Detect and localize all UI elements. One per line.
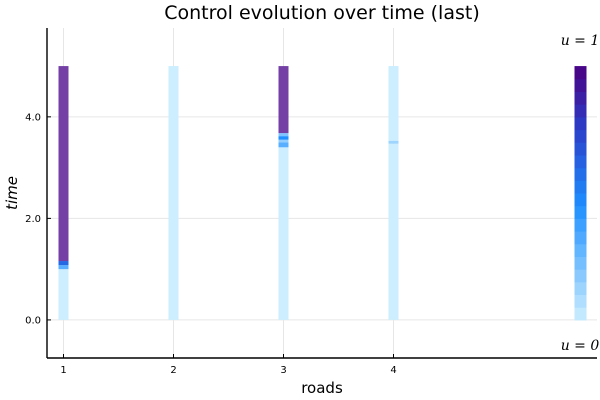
colorbar-band <box>574 167 587 181</box>
road-2-control-segment <box>168 66 179 320</box>
colorbar-band <box>574 231 587 245</box>
colorbar-band <box>574 256 587 270</box>
colorbar-band <box>574 154 587 169</box>
road-1-control-segment <box>58 269 69 320</box>
colorbar-band <box>574 243 587 257</box>
colorbar-band <box>574 307 587 321</box>
colorbar-layer <box>574 66 587 321</box>
colorbar-label-top: u = 1 <box>561 33 600 49</box>
colorbar-band <box>574 281 587 296</box>
road-3-control-segment <box>278 142 289 148</box>
colorbar-band <box>574 129 587 143</box>
road-3-control-segment <box>278 147 289 320</box>
road-4-control-segment <box>388 66 399 141</box>
ticks-layer: 1 2 3 4 0.0 2.0 4.0 <box>25 112 397 376</box>
colorbar-band <box>574 180 587 194</box>
colorbar-band <box>574 294 587 308</box>
colorbar-label-bottom: u = 0 <box>561 338 600 354</box>
grid-layer <box>47 28 597 358</box>
y-tick-label: 4.0 <box>25 112 41 123</box>
road-1-control-segment <box>58 265 69 270</box>
road-3-control-segment <box>278 66 289 134</box>
colorbar-band <box>574 218 587 232</box>
axes-layer <box>46 28 597 359</box>
colorbar-band <box>574 269 587 283</box>
road-1-control-segment <box>58 66 69 262</box>
colorbar-band <box>574 205 587 219</box>
colorbar-band <box>574 104 587 118</box>
road-1-control-segment <box>58 261 69 266</box>
chart-title: Control evolution over time (last) <box>164 2 480 24</box>
colorbar-band <box>574 78 587 92</box>
x-tick-label: 3 <box>280 365 286 376</box>
x-tick-label: 2 <box>170 365 176 376</box>
road-4-control-segment <box>388 140 399 144</box>
x-axis-label: roads <box>301 379 343 397</box>
road-3-control-segment <box>278 133 289 137</box>
colorbar-band <box>574 91 587 105</box>
colorbar-band <box>574 193 587 207</box>
colorbar-band <box>574 66 587 80</box>
road-3-control-segment <box>278 139 289 143</box>
colorbar-band <box>574 116 587 131</box>
colorbar-band <box>574 142 587 156</box>
y-axis-label: time <box>3 176 21 210</box>
x-tick-label: 1 <box>60 365 66 376</box>
y-tick-label: 2.0 <box>25 214 41 225</box>
road-4-control-segment <box>388 143 399 320</box>
road-3-control-segment <box>278 136 289 140</box>
x-tick-label: 4 <box>390 365 396 376</box>
y-tick-label: 0.0 <box>25 315 41 326</box>
bars-layer <box>58 66 399 320</box>
